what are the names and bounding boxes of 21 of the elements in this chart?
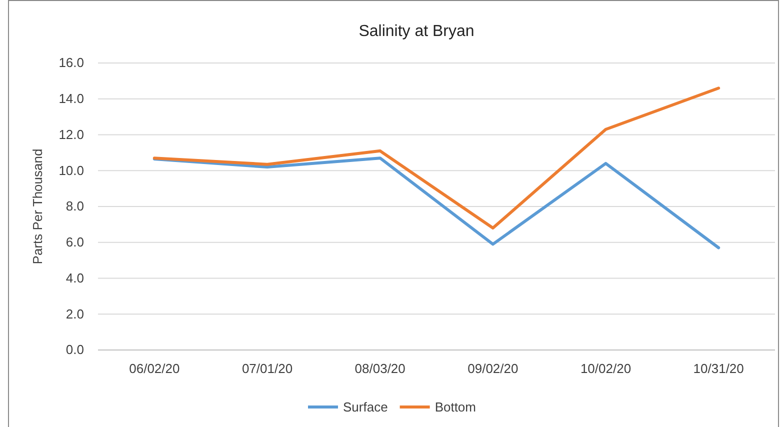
y-tick-label: 10.0: [58, 162, 84, 178]
y-axis-title: Parts Per Thousand: [30, 148, 45, 264]
legend-label: Bottom: [434, 400, 476, 414]
y-tick-label: 4.0: [66, 270, 84, 286]
line-series: [152, 156, 720, 250]
y-tick-label: 2.0: [66, 306, 84, 322]
x-tick-label: 10/02/20: [580, 361, 632, 376]
y-tick-label: 0.0: [66, 342, 84, 358]
chart-title: Salinity at Bryan: [358, 23, 474, 40]
line-series: [152, 86, 720, 230]
y-tick-label: 16.0: [58, 55, 84, 70]
x-tick-label: 07/01/20: [242, 361, 293, 376]
x-tick-label: 06/02/20: [129, 361, 180, 376]
y-tick-label: 14.0: [58, 91, 84, 106]
legend-label: Surface: [343, 400, 388, 414]
x-tick-label: 08/03/20: [354, 361, 406, 376]
y-tick-label: 8.0: [66, 198, 84, 214]
y-tick-label: 6.0: [66, 234, 84, 250]
x-tick-label: 09/02/20: [468, 361, 518, 376]
y-tick-label: 12.0: [58, 126, 84, 142]
x-tick-label: 10/31/20: [693, 361, 744, 376]
